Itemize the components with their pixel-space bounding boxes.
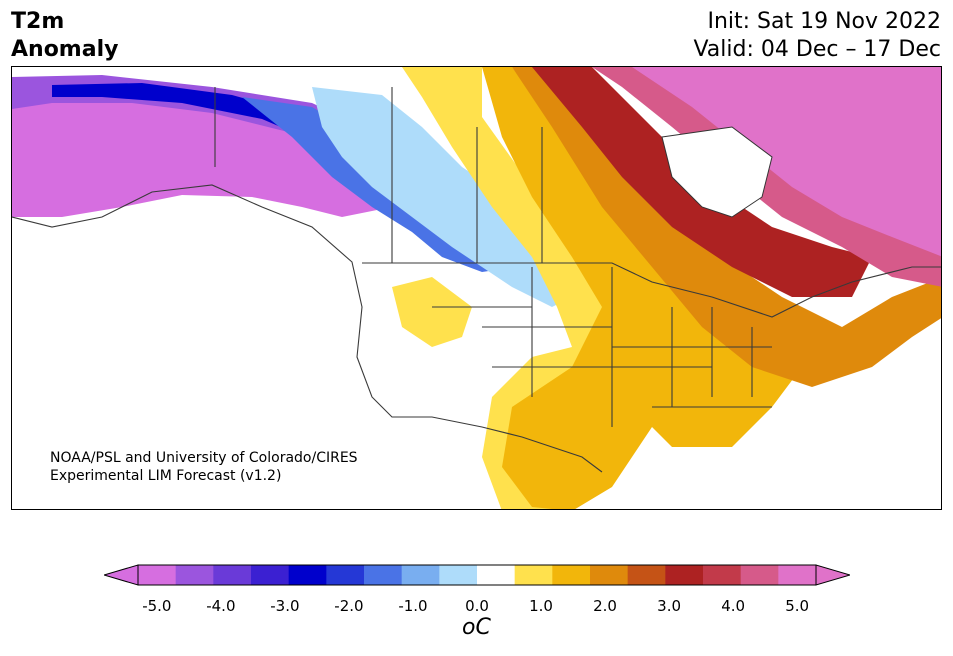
units-text: oC <box>462 615 491 640</box>
colorbar-swatch <box>138 565 177 585</box>
colorbar-swatch <box>175 565 214 585</box>
colorbar-swatch <box>627 565 666 585</box>
colorbar-swatch <box>288 565 327 585</box>
colorbar-min-arrow <box>104 564 139 586</box>
colorbar: -5.0 -4.0 -3.0 -2.0 -1.0 0.0 1.0 2.0 3.0 4.0 5.0 <box>104 564 850 615</box>
colorbar-swatch <box>590 565 629 585</box>
colorbar-ticks: -5.0 -4.0 -3.0 -2.0 -1.0 0.0 1.0 2.0 3.0 4.0 5.0 <box>142 597 809 615</box>
region-warm <box>482 67 802 509</box>
credit-line-1: NOAA/PSL and University of Colorado/CIRE… <box>50 450 358 466</box>
colorbar-swatches <box>104 564 850 586</box>
region-west-warm <box>392 277 472 347</box>
credit-line-2: Experimental LIM Forecast (v1.2) <box>50 468 282 484</box>
colorbar-tick-label: 0.0 <box>465 597 489 615</box>
colorbar-swatch <box>251 565 290 585</box>
colorbar-tick-label: -1.0 <box>398 597 427 615</box>
boundary-lines <box>12 87 941 473</box>
colorbar-swatch <box>514 565 553 585</box>
colorbar-swatch <box>439 565 478 585</box>
colorbar-tick-label: -2.0 <box>334 597 363 615</box>
colorbar-swatch <box>364 565 403 585</box>
colorbar-swatch <box>552 565 591 585</box>
colorbar-tick-label: 2.0 <box>593 597 617 615</box>
title-line-2: Anomaly <box>11 37 119 62</box>
colorbar-tick-label: -3.0 <box>270 597 299 615</box>
anomaly-map: NOAA/PSL and University of Colorado/CIRE… <box>11 66 942 510</box>
colorbar-tick-label: -5.0 <box>142 597 171 615</box>
region-cold-light <box>312 87 572 307</box>
colorbar-swatch <box>703 565 742 585</box>
units-label: oC <box>462 615 491 640</box>
title-line-1: T2m <box>11 9 65 34</box>
colorbar-swatch <box>326 565 365 585</box>
hudson-bay <box>661 126 773 218</box>
colorbar-swatch <box>213 565 252 585</box>
map-svg <box>12 67 941 509</box>
colorbar-tick-label: 5.0 <box>785 597 809 615</box>
forecast-dates: Init: Sat 19 Nov 2022 Valid: 04 Dec – 17… <box>693 8 941 64</box>
colorbar-tick-label: 3.0 <box>657 597 681 615</box>
chart-title: T2m Anomaly <box>11 8 118 64</box>
colorbar-swatch <box>477 565 516 585</box>
colorbar-swatch <box>778 565 817 585</box>
colorbar-tick-label: 1.0 <box>529 597 553 615</box>
colorbar-tick-label: -4.0 <box>206 597 235 615</box>
credit-text: NOAA/PSL and University of Colorado/CIRE… <box>50 449 358 485</box>
colorbar-swatch <box>401 565 440 585</box>
colorbar-swatch <box>665 565 704 585</box>
valid-range: Valid: 04 Dec – 17 Dec <box>693 37 941 62</box>
region-hot-extreme <box>632 67 941 257</box>
colorbar-border <box>137 564 817 586</box>
colorbar-tick-label: 4.0 <box>721 597 745 615</box>
colorbar-max-arrow <box>815 564 850 586</box>
init-date: Init: Sat 19 Nov 2022 <box>707 9 941 34</box>
colorbar-swatch <box>740 565 779 585</box>
